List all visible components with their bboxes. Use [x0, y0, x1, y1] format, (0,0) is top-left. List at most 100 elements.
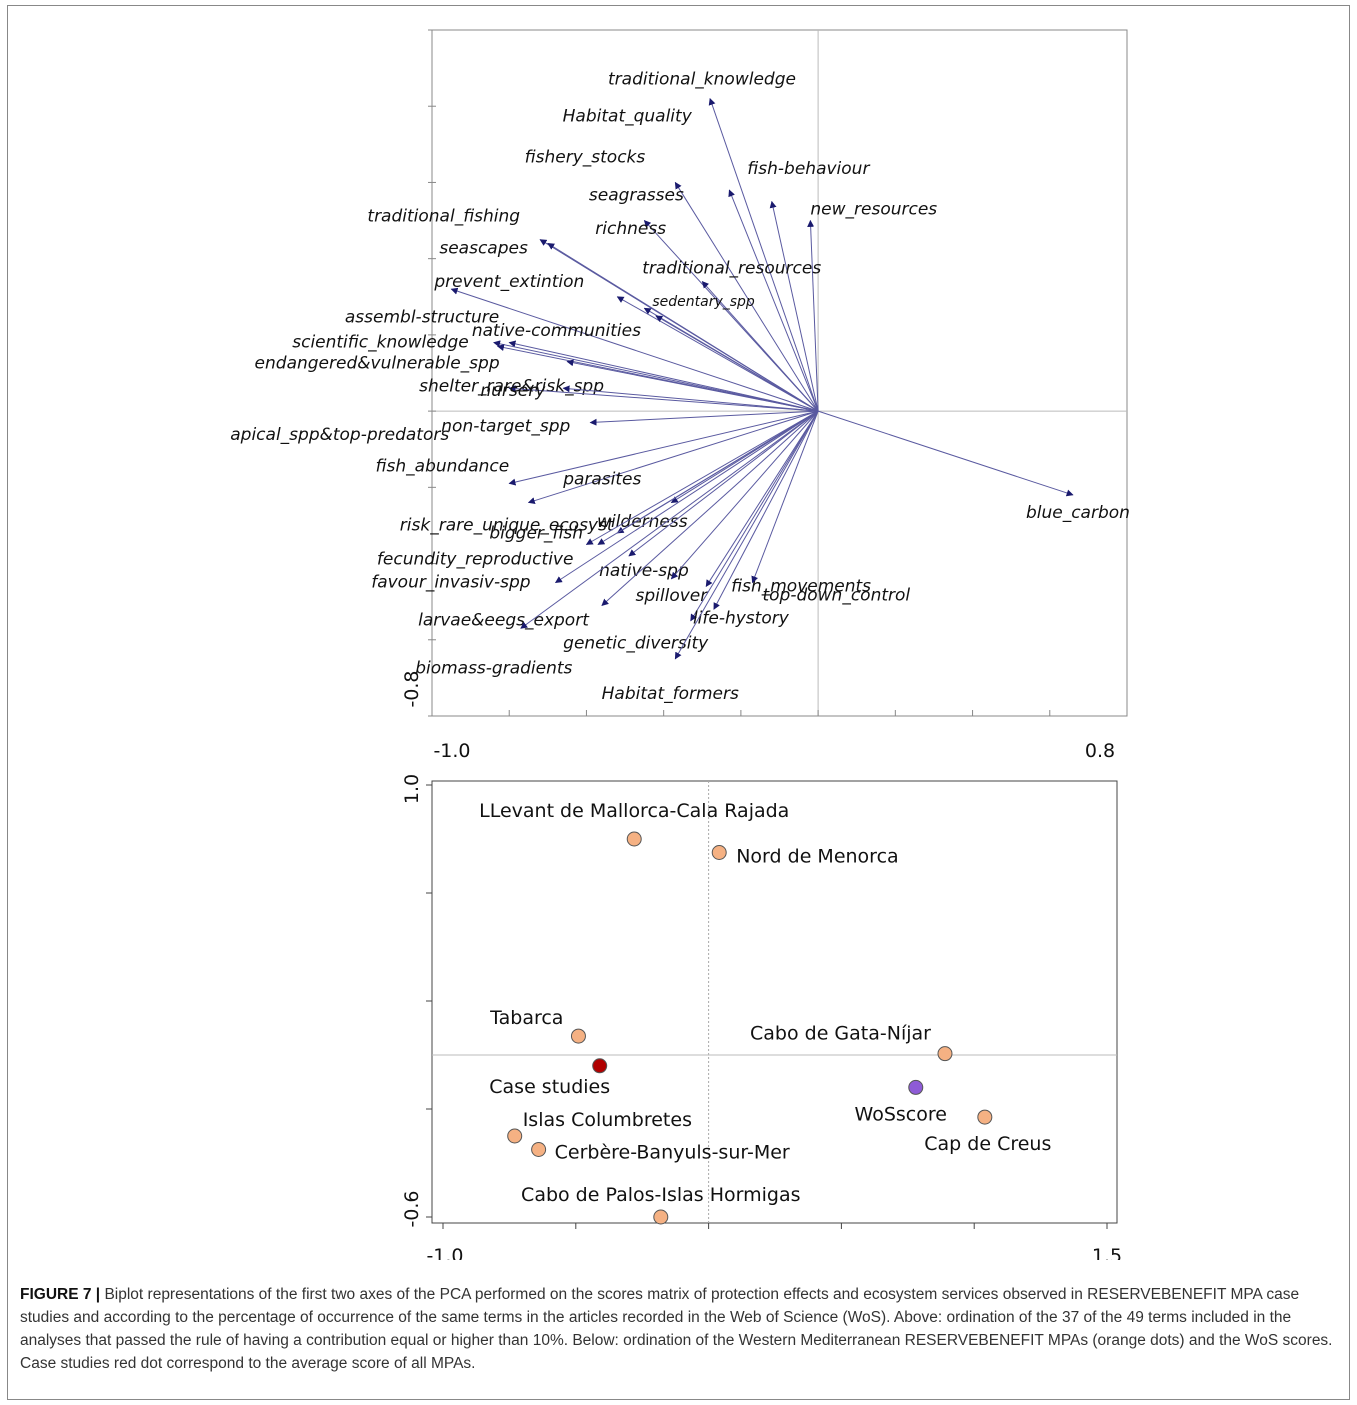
arrow-fishery-stocks	[674, 181, 819, 412]
bottom-x-tick-label-min: -1.0	[426, 1245, 463, 1260]
arrow-label-blue-carbon: blue_carbon	[1026, 503, 1130, 523]
arrow-label-habitat-quality: Habitat_quality	[563, 107, 693, 127]
arrow-label-traditional-knowledge: traditional_knowledge	[608, 70, 796, 90]
point-label-case-studies: Case studies	[489, 1076, 610, 1098]
arrow-label-assembl-structure: assembl-structure	[345, 308, 499, 328]
arrow-non-target-spp	[589, 410, 819, 426]
arrow-label-parasites: parasites	[562, 470, 641, 490]
point-label-cap-de-creus: Cap de Creus	[924, 1133, 1051, 1155]
arrow-label-nursery: nursery	[480, 381, 546, 401]
arrow-label-sedentary-spp: sedentary_spp	[652, 294, 755, 310]
arrow-label-native-communities: native-communities	[472, 321, 641, 341]
arrow-biomass-gradients	[520, 410, 819, 629]
arrow-habitat-formers	[674, 410, 819, 660]
point-cap-de-creus	[977, 1109, 993, 1125]
arrow-top-down-control	[751, 410, 819, 584]
arrow-habitat-quality	[769, 200, 819, 412]
arrow-label-seascapes: seascapes	[439, 238, 528, 258]
arrow-risk-rare-unique-ecosyst	[527, 410, 819, 505]
arrow-label-traditional-fishing: traditional_fishing	[367, 207, 520, 227]
arrow-label-biomass-gradients: biomass-gradients	[415, 658, 572, 678]
arrow-label-seagrasses: seagrasses	[589, 186, 684, 206]
bottom-y-tick-label-min: -0.6	[401, 1190, 423, 1227]
top-x-tick-label-max: 0.8	[1085, 740, 1115, 762]
arrow-label-scientific-knowledge: scientific_knowledge	[292, 333, 469, 353]
arrow-label-new-resources: new_resources	[810, 200, 937, 220]
point-llevant-de-mallorca-cala-rajada	[626, 831, 642, 847]
arrow-label-native-spp: native-spp	[599, 561, 689, 581]
arrow-label-risk-rare-unique-ecosyst: risk_rare_unique_ecosyst	[400, 516, 615, 536]
arrow-label-wilderness: wilderness	[597, 512, 688, 532]
arrow-label-bigger-fish: bigger_fish	[489, 524, 583, 544]
figure-frame	[7, 5, 1350, 1400]
figure-caption: FIGURE 7 | Biplot representations of the…	[20, 1283, 1338, 1375]
arrow-prevent-extintion	[616, 296, 819, 412]
arrow-label-prevent-extintion: prevent_extintion	[433, 272, 584, 292]
point-tabarca	[570, 1028, 586, 1044]
arrow-label-fish-movements: fish_movements	[731, 576, 871, 596]
point-nord-de-menorca	[711, 845, 727, 860]
arrow-label-genetic-diversity: genetic_diversity	[563, 634, 709, 654]
arrow-traditional-knowledge	[708, 97, 819, 412]
point-wosscore	[908, 1079, 924, 1095]
arrow-apical-spp-top-predators	[508, 385, 819, 412]
arrow-nursery	[562, 385, 819, 412]
top-plot-frame	[431, 29, 1128, 717]
arrow-label-apical-spp-top-predators: apical_spp&top-predators	[230, 425, 449, 445]
biplot-terms: -1.0 0.8 -0.8 traditional_knowledge fishery_…	[230, 29, 1130, 762]
point-cabo-de-palos-islas-hormigas	[653, 1209, 669, 1225]
arrow-label-fecundity-reproductive: fecundity_reproductive	[377, 550, 574, 570]
arrow-label-fish-abundance: fish_abundance	[376, 457, 510, 477]
arrow-label-richness: richness	[595, 219, 666, 239]
point-label-cabo-de-gata-n-jar: Cabo de Gata-Níjar	[750, 1023, 931, 1045]
arrow-label-larvae-eegs-export: larvae&eegs_export	[418, 610, 590, 630]
arrow-native-spp	[628, 410, 819, 557]
arrow-spillover	[670, 410, 819, 580]
arrow-fecundity-reproductive	[585, 410, 819, 545]
bottom-plot-frame	[431, 780, 1118, 1224]
point-label-wosscore: WoSscore	[855, 1103, 947, 1125]
point-label-cabo-de-palos-islas-hormigas: Cabo de Palos-Islas Hormigas	[521, 1184, 800, 1206]
arrow-blue-carbon	[817, 410, 1074, 497]
point-label-cerb-re-banyuls-sur-mer: Cerbère-Banyuls-sur-Mer	[555, 1142, 790, 1164]
top-x-tick-label-min: -1.0	[433, 740, 470, 762]
arrow-bigger-fish	[597, 410, 819, 545]
bottom-x-tick-label-max: 1.5	[1092, 1245, 1122, 1260]
point-cabo-de-gata-n-jar	[937, 1046, 953, 1062]
arrow-fish-abundance	[508, 410, 819, 486]
arrow-label-top-down-control: top-down_control	[762, 586, 910, 606]
arrow-label-spillover: spillover	[636, 586, 709, 606]
arrow-assembl-structure	[508, 340, 819, 412]
arrow-favour-invasiv-spp	[554, 410, 819, 584]
top-y-tick-label-min: -0.8	[401, 670, 423, 707]
point-case-studies	[592, 1058, 608, 1074]
arrow-larvae-eegs-export	[601, 410, 819, 606]
arrow-seascapes	[547, 242, 819, 412]
arrow-fish-behaviour	[728, 189, 819, 412]
arrow-label-habitat-formers: Habitat_formers	[602, 684, 739, 704]
bottom-y-tick-label-max: 1.0	[401, 774, 423, 804]
arrow-new-resources	[807, 219, 819, 412]
arrow-label-traditional-resources: traditional_resources	[642, 259, 821, 279]
point-label-islas-columbretes: Islas Columbretes	[523, 1109, 692, 1131]
point-label-nord-de-menorca: Nord de Menorca	[736, 846, 898, 868]
arrow-fish-movements	[705, 410, 819, 588]
point-label-tabarca: Tabarca	[489, 1007, 563, 1029]
arrow-life-hystory	[713, 410, 819, 610]
arrow-label-non-target-spp: non-target_spp	[441, 417, 570, 437]
caption-label: FIGURE 7 |	[20, 1286, 101, 1303]
caption-text: Biplot representations of the first two …	[20, 1286, 1333, 1372]
arrow-label-endangered-vulnerable-spp: endangered&vulnerable_spp	[255, 353, 500, 373]
biplot-mpas: -1.0 1.5 1.0 -0.6 LLevant de Mallorca-Cala R…	[401, 774, 1122, 1260]
figure-charts: -1.0 0.8 -0.8 traditional_knowledge fishery_…	[230, 29, 1130, 1260]
arrow-label-life-hystory: life-hystory	[693, 608, 790, 628]
point-cerb-re-banyuls-sur-mer	[531, 1142, 547, 1157]
arrow-label-fish-behaviour: fish-behaviour	[747, 159, 870, 179]
arrow-traditional-resources	[701, 281, 819, 412]
arrow-shelter-rare-risk-spp	[566, 359, 819, 412]
point-islas-columbretes	[507, 1128, 523, 1144]
arrow-richness	[450, 287, 819, 412]
arrow-label-favour-invasiv-spp: favour_invasiv-spp	[371, 573, 531, 593]
point-label-llevant-de-mallorca-cala-rajada: LLevant de Mallorca-Cala Rajada	[479, 800, 789, 822]
arrow-native-communities	[655, 315, 819, 412]
